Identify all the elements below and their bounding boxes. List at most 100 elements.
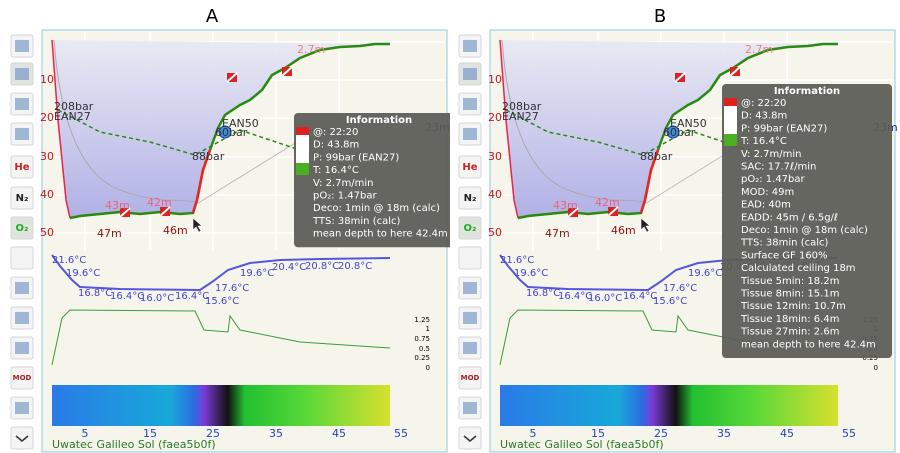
event-flag: [607, 206, 619, 217]
temperature-label: 19.6°C: [240, 268, 274, 279]
temperature-label: 20.8°C: [338, 261, 372, 272]
temperature-label: 21.6°C: [52, 255, 86, 266]
toolbar-text: O₂: [16, 223, 29, 234]
annotation: 208bar: [502, 100, 542, 113]
depth-label: 10: [488, 73, 502, 86]
event-flag: [567, 207, 579, 218]
toolbar-scroll[interactable]: [15, 435, 29, 442]
temperature-label: 16.0°C: [140, 293, 174, 304]
annotation: 42m: [595, 196, 620, 209]
toolbar-button[interactable]: [458, 155, 482, 179]
temperature-label: 19.6°C: [688, 268, 722, 279]
toolbar-icon: [15, 312, 29, 324]
cursor: [192, 217, 203, 233]
toolbar-button[interactable]: [458, 366, 482, 390]
temperature-label: 16.8°C: [78, 288, 112, 299]
toolbar-icon: [15, 128, 29, 140]
ascent-fast: [639, 149, 660, 214]
depth-label: 40: [488, 188, 502, 201]
depth-label: 20: [40, 111, 54, 124]
info-line: T: 16.4°C: [312, 165, 359, 176]
toolbar-icon: [463, 128, 477, 140]
temperature-label: 17.6°C: [663, 283, 697, 294]
event-flag: [119, 207, 131, 218]
info-line: Calculated ceiling 18m: [741, 263, 856, 274]
info-line: Tissue 8min: 15.1m: [740, 289, 839, 300]
info-line: @: 22:20: [741, 98, 786, 109]
toolbar-button[interactable]: [10, 186, 34, 210]
temperature-label: 20.4°C: [272, 262, 306, 273]
info-line: pO₂: 1.47bar: [313, 191, 378, 202]
info-gauge: [724, 98, 737, 106]
toolbar-button[interactable]: [10, 426, 34, 450]
toolbar-button[interactable]: [458, 426, 482, 450]
depth-label: 30: [40, 150, 54, 163]
toolbar-icon: [463, 402, 477, 414]
info-line: @: 22:20: [313, 127, 358, 138]
annotation: 88bar: [192, 150, 225, 163]
event-flag: [159, 206, 171, 217]
annotation: EAN27: [54, 110, 91, 123]
ceiling-line: [501, 39, 644, 203]
info-line: Deco: 1min @ 18m (calc): [313, 203, 440, 214]
toolbar-icon: [463, 312, 477, 324]
time-label: 35: [717, 427, 731, 440]
event-flag: [226, 72, 238, 83]
pressure-scale: 0.25: [414, 354, 430, 362]
info-gauge: [296, 163, 309, 175]
toolbar-text: MOD: [13, 374, 32, 382]
device-name: Uwatec Galileo Sol (faea5b0f): [500, 438, 664, 451]
toolbar-button[interactable]: [10, 366, 34, 390]
panel: AHeN₂O₂MOD1020304050208barEAN2788barEAN5…: [10, 6, 450, 453]
annotation: 43m: [105, 199, 130, 212]
hover-line: [194, 139, 301, 206]
toolbar-button[interactable]: [10, 216, 34, 240]
toolbar-text: MOD: [461, 374, 480, 382]
info-line: Tissue 18min: 6.4m: [740, 314, 839, 325]
annotation: 42m: [147, 196, 172, 209]
event-flag: [281, 66, 293, 77]
depth-label: 20: [488, 111, 502, 124]
info-line: Tissue 5min: 18.2m: [740, 276, 839, 287]
tissue-heatmap: [52, 385, 390, 426]
info-line: TTS: 38min (calc): [312, 216, 401, 227]
toolbar-button[interactable]: [10, 155, 34, 179]
temperature-label: 16.8°C: [526, 288, 560, 299]
depth-label: 50: [40, 226, 54, 239]
time-label: 45: [332, 427, 346, 440]
ascent-fast: [191, 149, 212, 214]
depth-area: [52, 40, 390, 218]
event-flag: [729, 66, 741, 77]
ceiling-line: [53, 39, 196, 203]
pressure-scale: 0.75: [414, 335, 430, 343]
cursor: [640, 217, 651, 233]
info-line: Tissue 12min: 10.7m: [740, 301, 846, 312]
toolbar-button[interactable]: [458, 216, 482, 240]
toolbar-button[interactable]: [458, 246, 482, 270]
annotation: 60bar: [663, 126, 696, 139]
toolbar-text: He: [462, 162, 477, 173]
temperature-label: 19.6°C: [514, 268, 548, 279]
info-line: V: 2.7m/min: [313, 178, 373, 189]
info-gauge: [296, 127, 309, 163]
toolbar-icon: [463, 342, 477, 354]
time-label: 5: [530, 427, 537, 440]
info-line: EAD: 40m: [741, 200, 791, 211]
toolbar-icon: [15, 282, 29, 294]
info-box: [294, 113, 450, 248]
toolbar-icon: [15, 40, 29, 52]
temperature-label: 19.6°C: [66, 268, 100, 279]
temperature-label: 15.6°C: [205, 296, 239, 307]
annotation: 47m: [545, 227, 570, 240]
temperature-line: [51, 254, 391, 292]
depth-profile: [517, 42, 838, 220]
toolbar-button[interactable]: [10, 246, 34, 270]
toolbar-scroll[interactable]: [463, 435, 477, 442]
temperature-label: 16.0°C: [588, 293, 622, 304]
toolbar-button[interactable]: [458, 186, 482, 210]
time-label: 25: [654, 427, 668, 440]
po2-line: [51, 309, 391, 366]
info-line: mean depth to here 42.4m: [313, 229, 448, 240]
annotation: EAN50: [222, 117, 259, 130]
